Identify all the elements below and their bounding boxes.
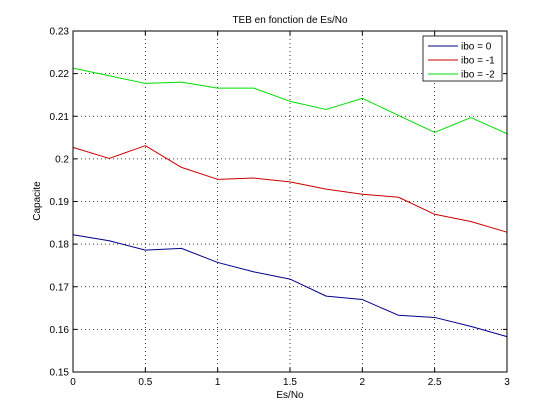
legend-items: ibo = 0 ibo = -1 ibo = -2 bbox=[428, 42, 495, 81]
series-line-2 bbox=[72, 145, 508, 233]
y-tick-labels: 0.15 0.16 0.17 0.18 0.19 0.2 0.21 0.22 0.23 bbox=[50, 27, 70, 379]
legend-label-2: ibo = -1 bbox=[461, 56, 495, 67]
y-tick-label: 0.22 bbox=[50, 69, 70, 80]
y-axis-label: Capacite bbox=[32, 181, 43, 221]
y-tick-label: 0.21 bbox=[50, 112, 70, 123]
x-tick-label: 0.5 bbox=[138, 377, 152, 388]
y-tick-label: 0.23 bbox=[50, 27, 70, 38]
y-tick-label: 0.19 bbox=[50, 197, 70, 208]
chart-title: TEB en fonction de Es/No bbox=[232, 15, 348, 26]
legend-label-1: ibo = 0 bbox=[461, 42, 492, 53]
series-line-1 bbox=[72, 234, 508, 338]
x-tick-label: 1.5 bbox=[283, 377, 297, 388]
y-tick-label: 0.15 bbox=[50, 368, 70, 379]
series-line-3 bbox=[72, 67, 508, 135]
y-tick-label: 0.17 bbox=[50, 282, 70, 293]
legend-label-3: ibo = -2 bbox=[461, 70, 495, 81]
y-tick-label: 0.2 bbox=[55, 154, 69, 165]
ticks bbox=[72, 30, 508, 373]
y-tick-label: 0.16 bbox=[50, 325, 70, 336]
x-tick-label: 2.5 bbox=[428, 377, 442, 388]
series-lines bbox=[72, 67, 508, 338]
x-tick-label: 0 bbox=[70, 377, 76, 388]
y-tick-label: 0.18 bbox=[50, 240, 70, 251]
grid bbox=[73, 31, 507, 372]
x-tick-labels: 0 0.5 1 1.5 2 2.5 3 bbox=[70, 377, 510, 388]
x-tick-label: 3 bbox=[504, 377, 510, 388]
legend: ibo = 0 ibo = -1 ibo = -2 bbox=[422, 35, 503, 82]
x-axis-label: Es/No bbox=[276, 390, 304, 401]
x-tick-label: 2 bbox=[360, 377, 366, 388]
x-tick-label: 1 bbox=[215, 377, 221, 388]
